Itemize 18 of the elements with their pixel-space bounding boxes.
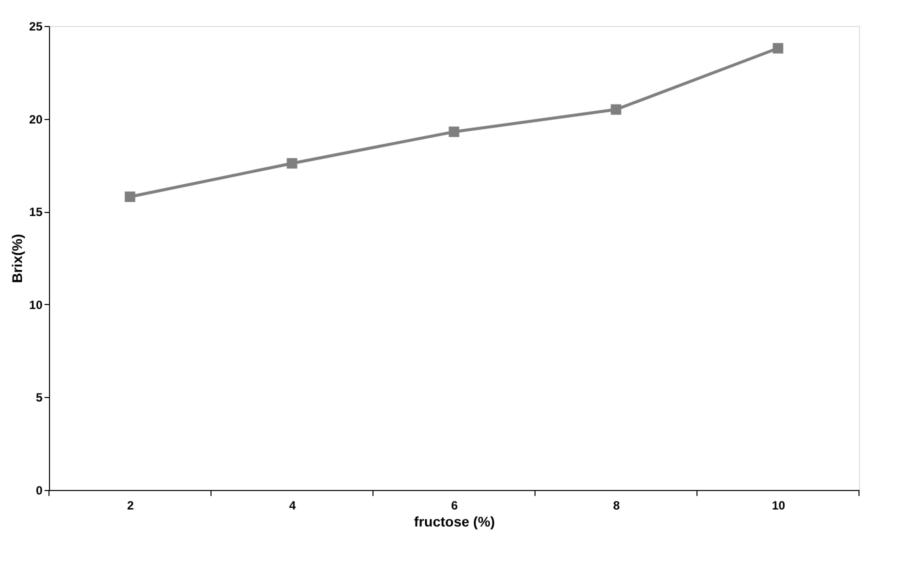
y-tick-label: 25 bbox=[29, 20, 43, 34]
x-axis-title: fructose (%) bbox=[414, 514, 495, 530]
point bbox=[286, 158, 298, 169]
y-tick-label: 5 bbox=[36, 390, 43, 405]
y-tick-label: 10 bbox=[29, 298, 43, 312]
point bbox=[772, 43, 784, 54]
point bbox=[610, 104, 622, 115]
y-tick-label: 20 bbox=[29, 112, 43, 126]
x-tick-label: 4 bbox=[289, 498, 296, 512]
y-axis-title: Brix(%) bbox=[9, 234, 26, 284]
x-tick-label: 6 bbox=[451, 498, 458, 512]
x-tick-label: 8 bbox=[613, 498, 620, 512]
point bbox=[448, 126, 460, 138]
x-tick-label: 2 bbox=[127, 498, 134, 512]
y-tick-label: 0 bbox=[36, 484, 43, 498]
y-tick-label: 15 bbox=[29, 205, 43, 220]
x-tick-label: 10 bbox=[772, 498, 786, 512]
point bbox=[124, 192, 136, 202]
